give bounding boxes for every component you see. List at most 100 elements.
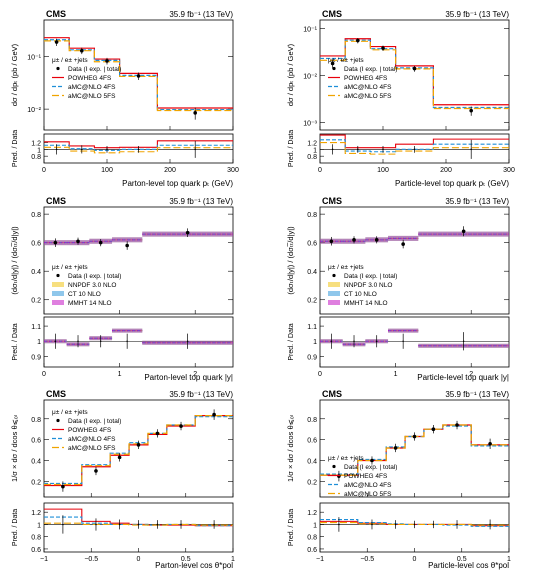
ratio-plot-frame (319, 133, 510, 164)
ratio-point (432, 523, 435, 526)
x-tick-label: 0 (42, 371, 46, 378)
ratio-y-tick-label: 1.2 (307, 510, 317, 517)
cms-label: CMS (46, 196, 66, 206)
data-point (193, 111, 197, 115)
ratio-y-axis-label: Pred. / Data (288, 509, 295, 546)
lumi-label: 35.9 fb⁻¹ (13 TeV) (445, 197, 509, 206)
x-tick-label: 200 (440, 167, 452, 174)
data-point (381, 46, 385, 50)
legend-swatch (328, 291, 340, 296)
y-tick-label: 0.2 (307, 479, 317, 486)
data-point (76, 239, 80, 244)
ratio-point (106, 148, 108, 151)
data-point (461, 229, 466, 234)
ratio-plot-frame (43, 133, 234, 164)
legend-series-label: aMC@NLO 4FS (344, 482, 392, 489)
ratio-step-amc-nlo-5fs (320, 141, 509, 155)
legend-data-marker (332, 273, 336, 278)
chart-panel-bottom-left: CMS 35.9 fb⁻¹ (13 TeV) 1/σ × dσ / dcos θ⩽ₒ… (10, 389, 235, 570)
legend-series-label: aMC@NLO 4FS (344, 84, 392, 91)
x-tick-label: 1 (118, 371, 122, 378)
ratio-y-tick-label: 0.9 (307, 354, 317, 361)
y-tick-label: 0.6 (307, 241, 317, 248)
x-tick-label: 0 (413, 556, 417, 563)
ratio-y-axis-label: Pred. / Data (288, 323, 295, 360)
data-point (412, 66, 417, 71)
ratio-step-amc-nlo-5fs (44, 146, 233, 154)
y-tick-label: 0.2 (31, 479, 41, 486)
ratio-point (54, 340, 57, 343)
data-point (155, 431, 160, 436)
legend-swatch (52, 291, 64, 296)
main-plot-frame (43, 19, 234, 131)
data-point (80, 48, 84, 53)
legend-swatch (328, 300, 340, 305)
ratio-point (489, 523, 491, 526)
legend-header: μ± / e± +jets (52, 409, 88, 416)
ratio-point (186, 340, 189, 343)
legend-header: μ± / e± +jets (328, 264, 364, 271)
ratio-y-axis-label: Pred. / Data (12, 323, 19, 360)
legend-data-label: Data (Ⅰ exp. | total) (68, 273, 121, 280)
main-plot-frame (43, 206, 234, 315)
ratio-y-tick-label: 0.8 (31, 535, 41, 542)
data-point (54, 40, 59, 44)
x-tick-label: 300 (503, 167, 515, 174)
ratio-point (55, 148, 58, 151)
y-tick-label: 0.8 (307, 212, 317, 219)
x-tick-label: 1 (507, 556, 511, 563)
x-tick-label: 0.5 (457, 556, 467, 563)
y-tick-label: 0.6 (307, 438, 317, 445)
ratio-y-tick-label: 1 (37, 522, 41, 529)
ratio-y-tick-label: 0.8 (307, 535, 317, 542)
ratio-point (456, 523, 458, 526)
y-tick-label: 10⁻¹ (303, 26, 317, 33)
y-tick-label: 0.4 (31, 458, 41, 465)
legend-series-label: POWHEG 4FS (68, 75, 112, 82)
x-tick-label: 0 (318, 167, 322, 174)
ratio-point (137, 148, 140, 151)
legend-header: μ± / e± +jets (52, 264, 88, 271)
ratio-y-tick-label: 1.1 (31, 324, 41, 331)
y-tick-label: 0.6 (31, 241, 41, 248)
ratio-point (180, 523, 182, 526)
data-point (393, 446, 398, 450)
ratio-y-tick-label: 1.1 (307, 324, 317, 331)
ratio-y-tick-label: 0.6 (31, 547, 41, 554)
ratio-point (413, 148, 416, 151)
legend-data-label: Data (Ⅰ exp. | total) (344, 464, 397, 471)
ratio-y-axis-label: Pred. / Data (288, 130, 295, 167)
legend-series-label: MMHT 14 NLO (344, 300, 388, 307)
data-point (179, 424, 183, 428)
ratio-point (357, 148, 359, 151)
data-point (352, 238, 356, 242)
y-tick-label: 0.8 (307, 417, 317, 424)
legend-series-label: NNPDF 3.0 NLO (68, 282, 116, 289)
ratio-y-tick-label: 0.8 (31, 154, 41, 161)
x-tick-label: 100 (377, 167, 389, 174)
lumi-label: 35.9 fb⁻¹ (13 TeV) (445, 10, 509, 19)
legend-data-marker (56, 273, 60, 278)
x-axis-label: Particle-level top quark pₜ (GeV) (395, 179, 509, 188)
data-point (329, 239, 334, 244)
chart-panel-middle-right: CMS 35.9 fb⁻¹ (13 TeV) (dσₜ/d|y|) / (dσₜₜ̅… (286, 196, 510, 382)
legend-series-label: POWHEG 4FS (344, 75, 388, 82)
ratio-y-tick-label: 1 (37, 339, 41, 346)
ratio-y-tick-label: 0.9 (31, 354, 41, 361)
data-point (431, 427, 436, 432)
y-tick-label: 10⁻¹ (27, 55, 41, 62)
series-step-amc-nlo-4fs (44, 39, 233, 111)
y-axis-label: (dσₜ/d|y|) / (dσₜₜ̅/d|y|) (286, 226, 295, 295)
ratio-point (95, 523, 97, 526)
legend-series-label: CT 10 NLO (344, 291, 377, 298)
ratio-point (338, 523, 340, 526)
ratio-y-tick-label: 0.8 (307, 154, 317, 161)
legend-series-label: aMC@NLO 4FS (68, 436, 116, 443)
x-axis-label: Particle-level top quark |y| (417, 373, 509, 382)
x-tick-label: 1 (231, 556, 235, 563)
data-point (330, 61, 335, 66)
ratio-point (126, 340, 128, 343)
ratio-y-tick-label: 1 (313, 339, 317, 346)
lumi-label: 35.9 fb⁻¹ (13 TeV) (169, 197, 233, 206)
